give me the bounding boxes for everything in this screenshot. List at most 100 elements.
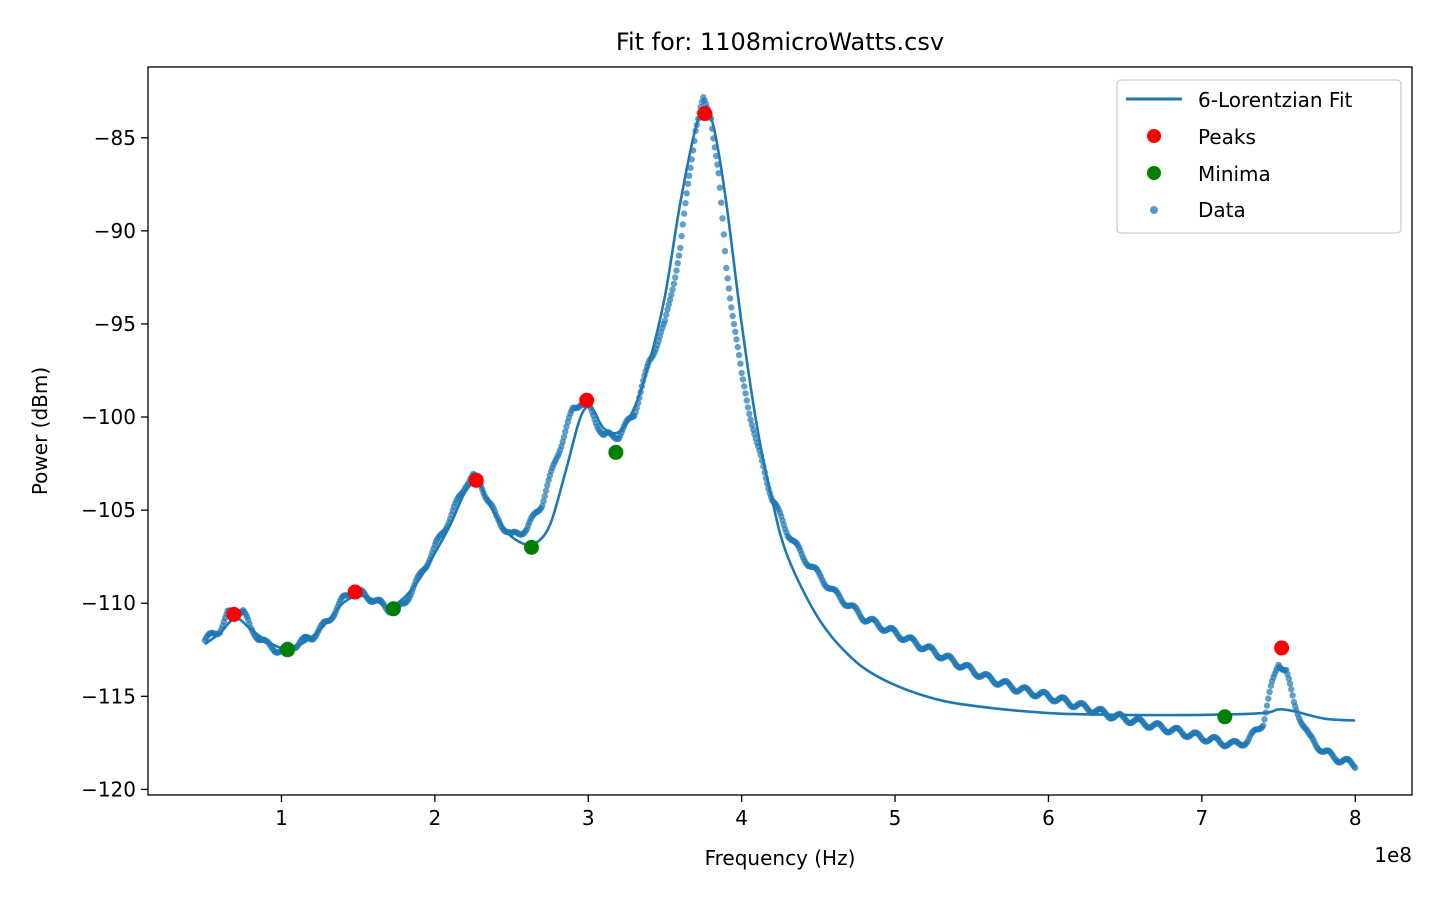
data-point	[1260, 722, 1267, 729]
data-point	[673, 267, 680, 274]
data-point	[1288, 686, 1295, 693]
peak-marker	[697, 106, 713, 122]
data-point	[679, 221, 686, 228]
minimum-marker	[280, 642, 296, 658]
data-point	[665, 301, 672, 308]
legend-fit-label: 6-Lorentzian Fit	[1198, 88, 1353, 112]
data-point	[687, 164, 694, 171]
x-tick-label: 5	[889, 806, 902, 830]
legend-data-label: Data	[1198, 198, 1246, 222]
x-tick-label: 2	[428, 806, 441, 830]
minimum-marker	[523, 539, 539, 555]
y-tick-label: −85	[94, 126, 136, 150]
x-tick-label: 6	[1042, 806, 1055, 830]
data-point	[724, 275, 731, 282]
data-point	[739, 376, 747, 383]
data-point	[666, 296, 674, 303]
data-point	[669, 286, 676, 293]
data-point	[682, 200, 689, 207]
data-point	[545, 476, 552, 484]
plot-frame	[147, 66, 1413, 796]
data-point	[544, 482, 551, 489]
x-tick-label: 7	[1195, 806, 1208, 830]
data-point	[668, 291, 675, 298]
peak-marker	[226, 606, 242, 622]
data-point	[718, 199, 725, 206]
data-point	[741, 383, 748, 390]
data-point	[1266, 688, 1273, 696]
data-point	[730, 320, 738, 328]
data-point	[719, 215, 726, 222]
data-point	[726, 295, 734, 302]
data-point	[746, 410, 753, 417]
peak-marker	[1274, 640, 1290, 656]
data-point	[674, 260, 681, 267]
data-point	[563, 423, 570, 430]
x-tick-label: 3	[582, 806, 595, 830]
legend-peaks-label: Peaks	[1198, 125, 1256, 149]
data-point	[721, 247, 729, 255]
peak-marker	[468, 472, 484, 488]
data-point	[680, 210, 688, 217]
y-tick-label: −110	[81, 591, 136, 615]
x-offset-text: 1e8	[1374, 843, 1412, 867]
data-point	[725, 285, 733, 292]
x-tick-label: 8	[1349, 806, 1362, 830]
data-point	[743, 397, 750, 404]
y-axis-label: Power (dBm)	[28, 367, 52, 495]
data-point	[542, 487, 550, 494]
data-point	[1352, 764, 1359, 772]
chart-title: Fit for: 1108microWatts.csv	[616, 28, 944, 56]
data-point	[540, 498, 547, 505]
y-tick-label: −90	[94, 219, 136, 243]
legend-data-swatch	[1150, 206, 1158, 214]
data-point	[733, 336, 740, 343]
legend: 6-Lorentzian Fit Peaks Minima Data	[1116, 79, 1402, 234]
data-point	[732, 328, 739, 335]
plot-area	[201, 94, 1359, 772]
x-tick-label: 1	[275, 806, 288, 830]
y-tick-label: −95	[94, 312, 136, 336]
data-point	[541, 492, 548, 500]
x-tick-label: 4	[735, 806, 748, 830]
y-tick-label: −105	[81, 498, 136, 522]
fit-line	[204, 108, 1356, 722]
data-point	[661, 317, 669, 324]
data-point	[684, 180, 692, 187]
legend-minima-label: Minima	[1198, 162, 1271, 186]
y-tick-label: −100	[81, 405, 136, 429]
data-point	[663, 311, 670, 318]
data-point	[562, 428, 569, 435]
data-point	[723, 264, 730, 272]
data-point	[715, 170, 722, 177]
data-point	[560, 433, 568, 441]
data-point	[747, 416, 754, 423]
legend-minima-swatch	[1147, 166, 1161, 180]
data-point	[1263, 702, 1271, 709]
data-point	[683, 190, 690, 197]
data-point	[1289, 692, 1296, 699]
data-point	[738, 369, 745, 377]
minimum-marker	[1217, 709, 1233, 725]
data-point	[728, 304, 735, 311]
data-point	[735, 351, 743, 359]
data-point	[1261, 716, 1268, 723]
minimum-marker	[608, 444, 624, 460]
y-tick-label: −115	[81, 684, 136, 708]
data-point	[677, 244, 684, 252]
data-point	[678, 232, 685, 240]
minimum-marker	[385, 601, 401, 617]
data-point	[742, 390, 749, 397]
x-axis-label: Frequency (Hz)	[705, 846, 856, 870]
legend-frame	[1116, 79, 1402, 234]
data-point	[737, 360, 744, 367]
data-point	[729, 312, 736, 320]
data-point	[664, 306, 671, 313]
data-point	[1286, 680, 1294, 687]
data-point	[716, 184, 724, 191]
x-axis: 1 2 3 4 5 6 7 8	[275, 795, 1362, 830]
data-point	[714, 161, 721, 168]
peak-marker	[579, 392, 595, 408]
data-point	[559, 438, 566, 445]
